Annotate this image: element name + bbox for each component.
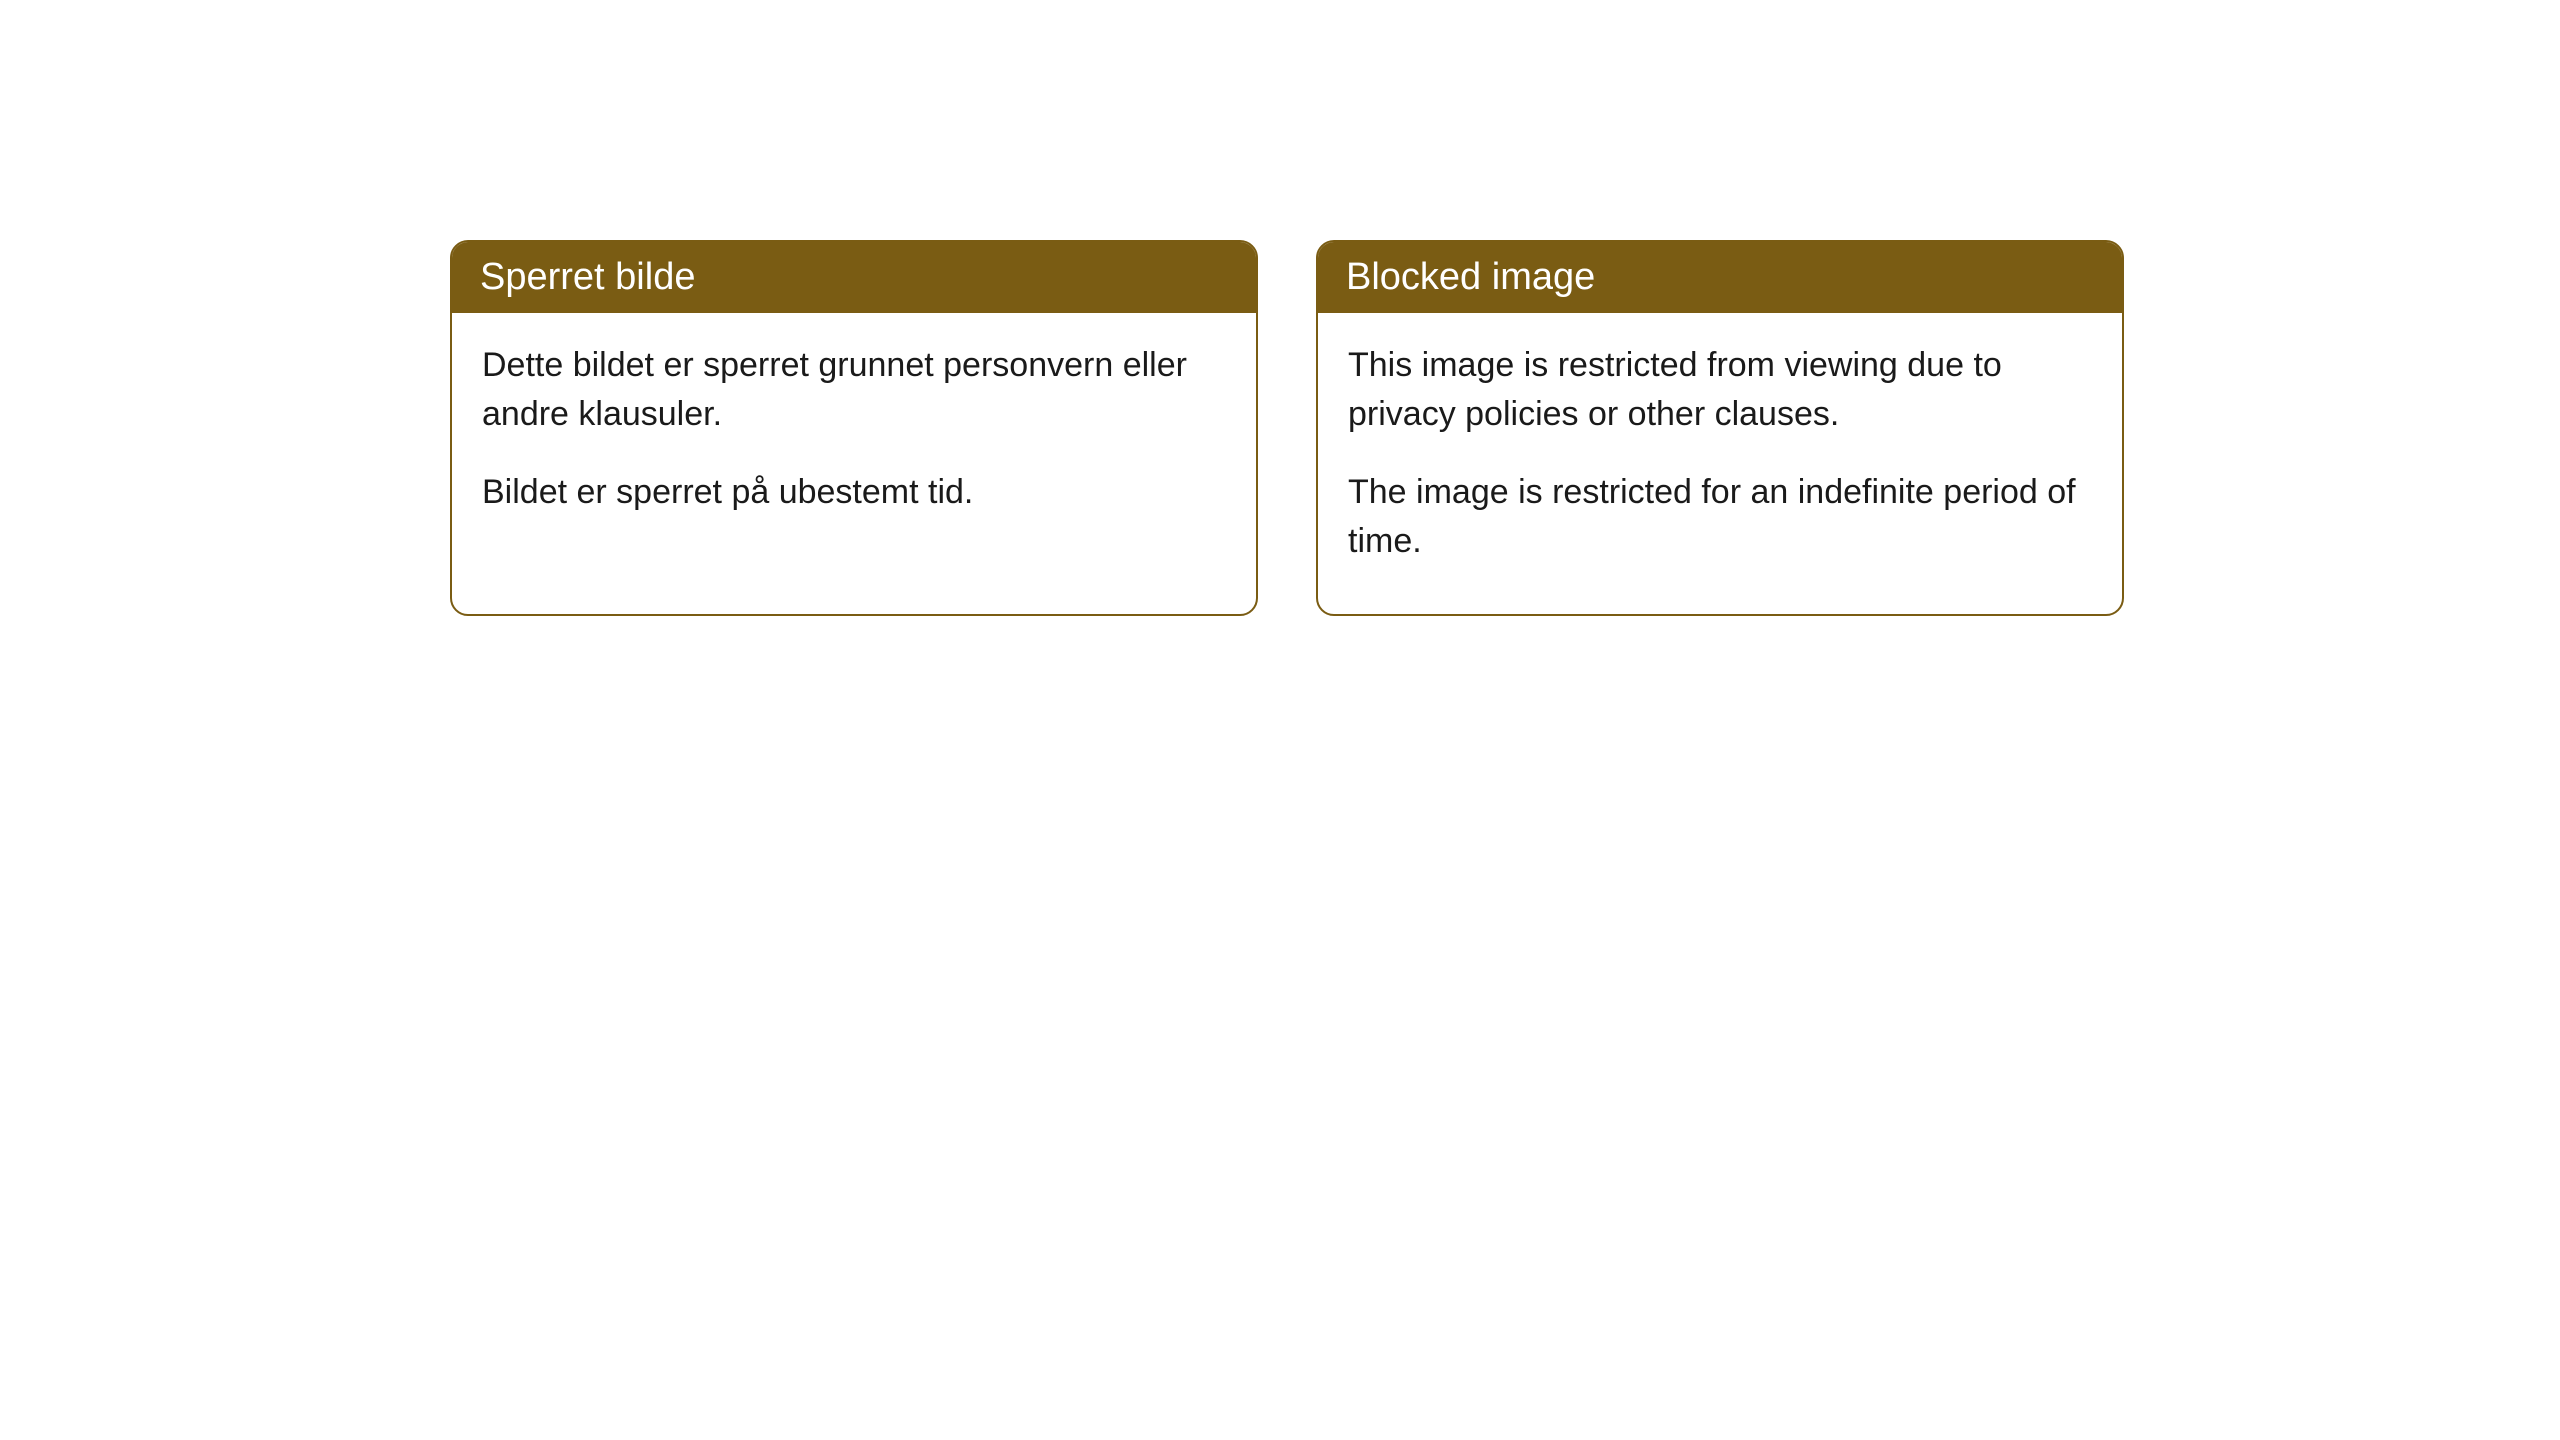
card-norwegian: Sperret bilde Dette bildet er sperret gr… xyxy=(450,240,1258,616)
card-text-norwegian-1: Dette bildet er sperret grunnet personve… xyxy=(482,341,1226,440)
card-title-norwegian: Sperret bilde xyxy=(480,256,695,298)
card-text-english-2: The image is restricted for an indefinit… xyxy=(1348,468,2092,567)
card-text-norwegian-2: Bildet er sperret på ubestemt tid. xyxy=(482,468,1226,517)
card-title-english: Blocked image xyxy=(1346,256,1595,298)
card-text-english-1: This image is restricted from viewing du… xyxy=(1348,341,2092,440)
card-body-norwegian: Dette bildet er sperret grunnet personve… xyxy=(452,313,1256,565)
card-body-english: This image is restricted from viewing du… xyxy=(1318,313,2122,614)
card-header-english: Blocked image xyxy=(1318,242,2122,313)
cards-container: Sperret bilde Dette bildet er sperret gr… xyxy=(450,240,2560,616)
card-english: Blocked image This image is restricted f… xyxy=(1316,240,2124,616)
card-header-norwegian: Sperret bilde xyxy=(452,242,1256,313)
